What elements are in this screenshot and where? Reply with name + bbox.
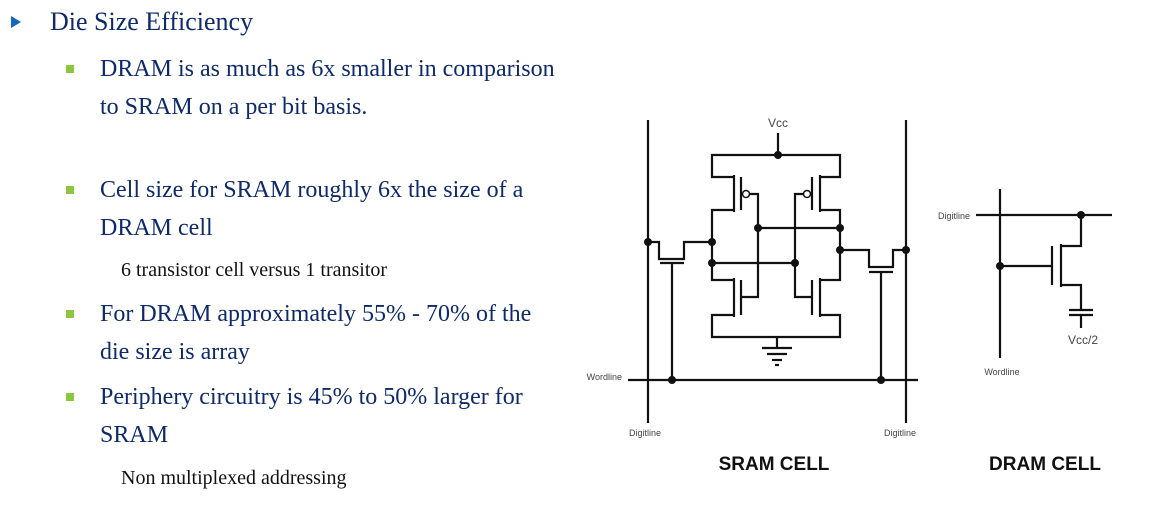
sram-wordline-label: Wordline bbox=[587, 372, 622, 382]
heading-die-size-efficiency: Die Size Efficiency bbox=[50, 7, 254, 36]
sram-digitline-left-label: Digitline bbox=[629, 428, 661, 438]
sram-digitline-right-label: Digitline bbox=[884, 428, 916, 438]
level2-bullet-icon bbox=[66, 310, 74, 318]
capacitor-icon bbox=[1069, 308, 1093, 317]
pmos-bubble-icon bbox=[802, 189, 812, 199]
sub-bullet-transistor-count: 6 transistor cell versus 1 transitor bbox=[121, 259, 388, 281]
dram-wordline-label: Wordline bbox=[984, 367, 1019, 377]
dram-digitline-label: Digitline bbox=[938, 211, 970, 221]
junction-dots bbox=[644, 151, 910, 384]
ground-icon bbox=[762, 346, 792, 367]
pmos-bubble-icon bbox=[741, 189, 751, 199]
dram-cell-schematic: Digitline Wordline Vcc/2 DRAM CELL bbox=[938, 189, 1112, 475]
bullet-dram-smaller: DRAM is as much as 6x smaller in compari… bbox=[100, 56, 555, 120]
bullet-cell-size: Cell size for SRAM roughly 6x the size o… bbox=[100, 177, 524, 241]
level2-bullet-icon bbox=[66, 186, 74, 194]
sram-cell-title: SRAM CELL bbox=[719, 454, 830, 475]
level2-bullet-icon bbox=[66, 65, 74, 73]
sub-bullet-addressing: Non multiplexed addressing bbox=[121, 467, 347, 489]
level2-bullet-icon bbox=[66, 393, 74, 401]
sram-cell-schematic: Vcc Wordline Digitline Digitline SRAM CE… bbox=[587, 116, 918, 475]
dram-cell-title: DRAM CELL bbox=[989, 454, 1101, 475]
bullet-dram-array: For DRAM approximately 55% - 70% of the … bbox=[100, 301, 532, 365]
level1-bullet-icon bbox=[11, 16, 21, 28]
bullet-periphery: Periphery circuitry is 45% to 50% larger… bbox=[100, 384, 523, 448]
sram-vcc-label: Vcc bbox=[768, 116, 788, 130]
dram-vcc-half-label: Vcc/2 bbox=[1068, 333, 1098, 347]
